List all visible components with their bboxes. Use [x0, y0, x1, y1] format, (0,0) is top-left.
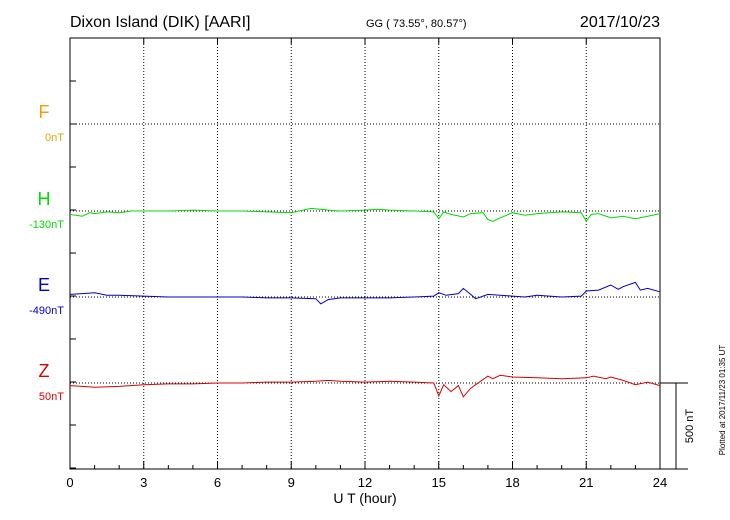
plot-date: 2017/10/23	[580, 14, 660, 31]
series-line-H	[69, 207, 661, 223]
x-axis-label: U T (hour)	[333, 490, 396, 506]
x-tick-labels: 0 3 6 9 12 15 18 21 24	[66, 475, 667, 490]
station-coords: GG ( 73.55°, 80.57°)	[366, 18, 467, 30]
component-name-F: F	[39, 102, 50, 122]
x-tick-label: 0	[66, 475, 73, 490]
component-name-Z: Z	[39, 361, 50, 381]
station-title: Dixon Island (DIK) [AARI]	[70, 14, 251, 31]
series-line-E	[69, 281, 661, 305]
component-baseline-F: 0nT	[45, 132, 64, 144]
x-tick-label: 24	[653, 475, 667, 490]
grid-lines	[70, 38, 660, 469]
x-tick-label: 21	[579, 475, 593, 490]
axis-ticks	[69, 38, 661, 469]
plotted-at-note: Plotted at 2017/11/23 01:35 UT	[718, 345, 727, 456]
component-baseline-E: -490nT	[29, 305, 64, 317]
x-tick-label: 15	[432, 475, 446, 490]
component-labels: F 0nT H -130nT E -490nT Z 50nT	[29, 102, 64, 403]
x-tick-label: 6	[214, 475, 221, 490]
component-name-H: H	[38, 189, 51, 209]
x-tick-label: 9	[288, 475, 295, 490]
component-baseline-Z: 50nT	[39, 391, 64, 403]
series-line-Z	[69, 374, 661, 398]
scale-bar-label: 500 nT	[684, 409, 696, 444]
component-baseline-H: -130nT	[29, 219, 64, 231]
x-tick-label: 12	[358, 475, 372, 490]
component-name-E: E	[38, 275, 50, 295]
x-tick-label: 3	[140, 475, 147, 490]
scale-bar: 500 nT	[660, 382, 696, 470]
series-lines	[69, 207, 661, 398]
x-tick-label: 18	[505, 475, 519, 490]
